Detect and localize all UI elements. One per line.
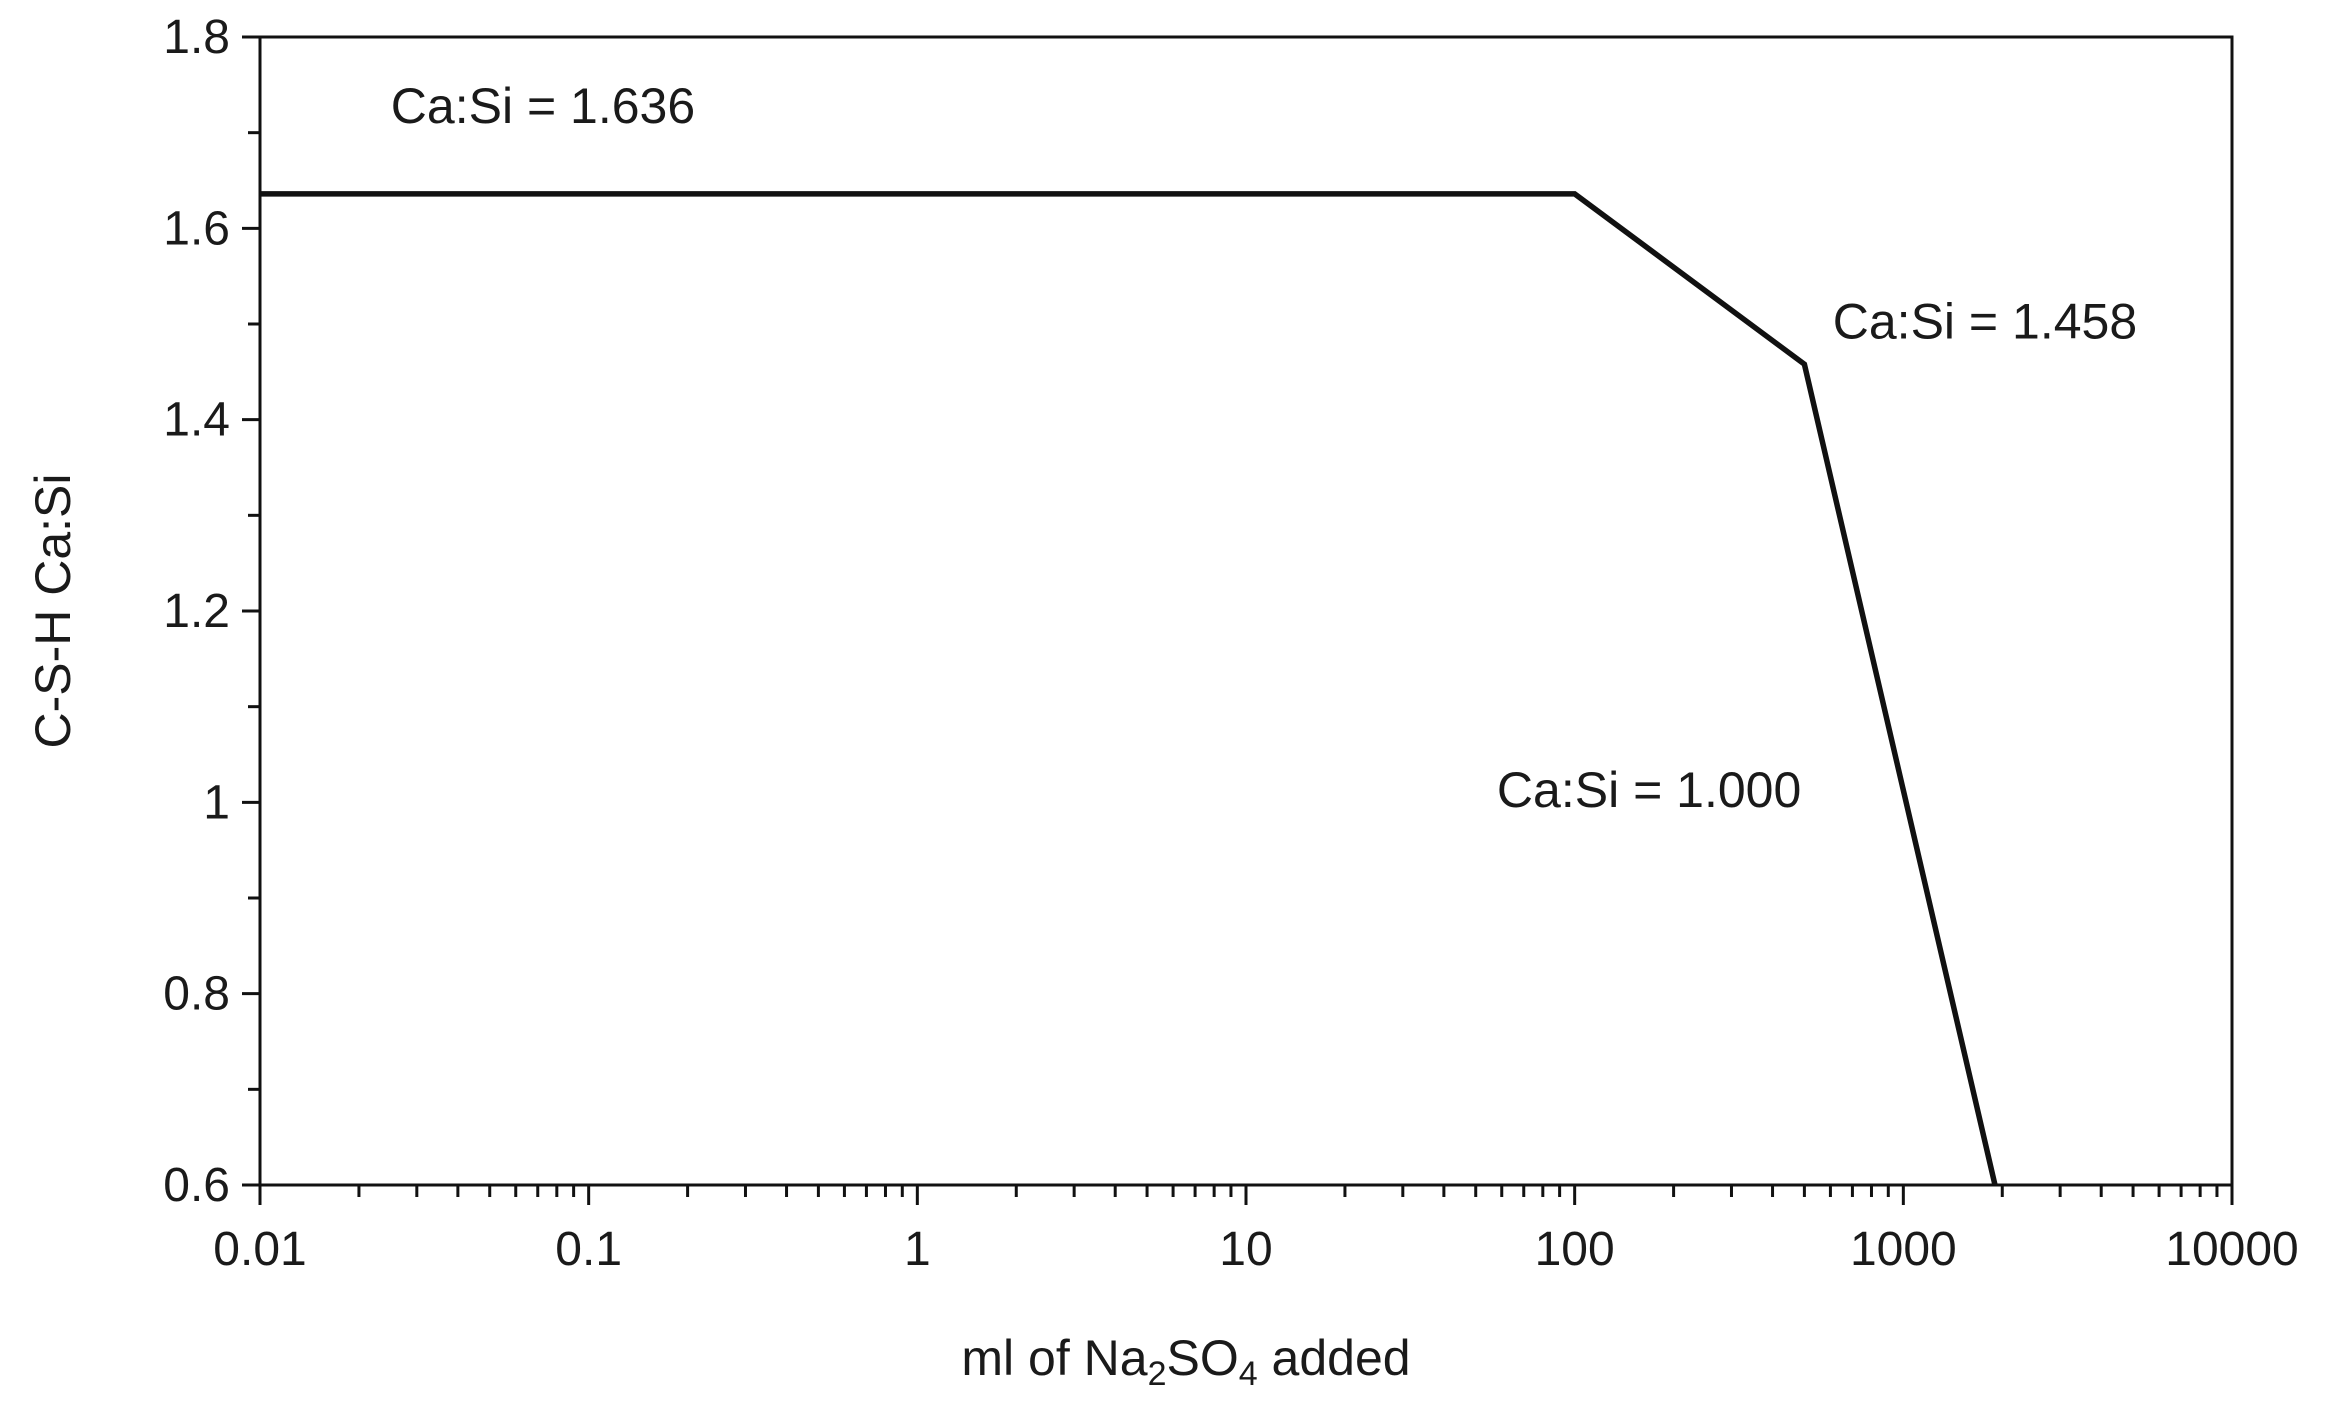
y-tick-label: 1.8 (163, 11, 230, 64)
x-major-ticks (258, 1185, 2234, 1205)
annotations: Ca:Si = 1.636 Ca:Si = 1.458 Ca:Si = 1.000 (391, 78, 2137, 818)
x-axis-label-sub1: 2 (1148, 1355, 1167, 1393)
y-minor-ticks (248, 131, 260, 1091)
annotation-label: Ca:Si = 1.636 (391, 78, 695, 134)
y-tick-labels: 0.6 0.8 1 1.2 1.4 1.6 1.8 (163, 11, 230, 1212)
y-tick-label: 1.4 (163, 394, 230, 447)
x-tick-label: 1000 (1850, 1223, 1957, 1276)
x-minor-ticks (357, 1185, 2219, 1197)
y-tick-label: 1.2 (163, 585, 230, 638)
x-tick-labels: 0.01 0.1 1 10 100 1000 10000 (213, 1223, 2298, 1276)
x-tick-label: 10000 (2165, 1223, 2298, 1276)
x-tick-label: 10 (1219, 1223, 1272, 1276)
y-tick-label: 1.6 (163, 202, 230, 255)
y-tick-label: 1 (203, 776, 230, 829)
y-major-ticks (242, 35, 260, 1187)
x-tick-label: 0.01 (213, 1223, 306, 1276)
x-axis-label-prefix: ml of Na (961, 1330, 1147, 1386)
y-tick-label: 0.8 (163, 968, 230, 1021)
series-line (260, 191, 1998, 1186)
x-axis-label-sub2: 4 (1239, 1355, 1258, 1393)
annotation-label: Ca:Si = 1.000 (1497, 762, 1801, 818)
x-axis-label-suffix: added (1258, 1330, 1411, 1386)
x-tick-label: 0.1 (555, 1223, 622, 1276)
x-axis-label: ml of Na2SO4 added (961, 1330, 1410, 1393)
y-tick-label: 0.6 (163, 1159, 230, 1212)
x-tick-label: 100 (1535, 1223, 1615, 1276)
plot-frame (258, 35, 2234, 1187)
y-axis-label: C-S-H Ca:Si (25, 473, 81, 748)
series-layer (260, 191, 1998, 1186)
annotation-label: Ca:Si = 1.458 (1833, 293, 2137, 349)
x-axis-label-mid: SO (1166, 1330, 1238, 1386)
x-tick-label: 1 (904, 1223, 931, 1276)
